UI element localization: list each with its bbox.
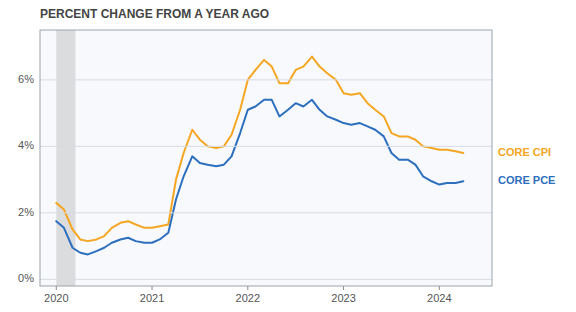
y-tick-label: 6%	[18, 73, 34, 85]
chart-title: PERCENT CHANGE FROM A YEAR AGO	[40, 7, 269, 21]
x-tick	[247, 286, 248, 290]
grid-line	[40, 79, 492, 80]
x-axis: 2020 2021 2022 2023 2024	[44, 286, 452, 304]
y-tick-label: 2%	[18, 206, 34, 218]
x-tick	[152, 286, 153, 290]
chart-container: 0% 2% 4% 6% 2020 2021 2022 2023 2024 CORE CPI CORE…	[0, 0, 576, 312]
series-label: CORE PCE	[498, 174, 555, 186]
plot-frame	[40, 30, 492, 286]
series-line	[56, 57, 463, 242]
grid-line	[40, 279, 492, 280]
y-tick-label: 0%	[18, 272, 34, 284]
x-tick-label: 2024	[427, 292, 451, 304]
x-tick	[56, 286, 57, 290]
x-tick	[439, 286, 440, 290]
chart: 0% 2% 4% 6% 2020 2021 2022 2023 2024 CORE CPI CORE…	[0, 0, 576, 312]
x-tick	[343, 286, 344, 290]
x-tick-label: 2020	[44, 292, 68, 304]
series-line	[56, 100, 463, 255]
plot-area	[56, 30, 463, 286]
plot-background	[40, 30, 492, 286]
y-axis: 0% 2% 4% 6%	[18, 73, 492, 284]
x-tick-label: 2021	[140, 292, 164, 304]
grid-line	[40, 146, 492, 147]
series-label: CORE CPI	[498, 146, 551, 158]
grid-line	[40, 212, 492, 213]
x-tick-label: 2022	[236, 292, 260, 304]
y-tick-label: 4%	[18, 139, 34, 151]
x-tick-label: 2023	[331, 292, 355, 304]
